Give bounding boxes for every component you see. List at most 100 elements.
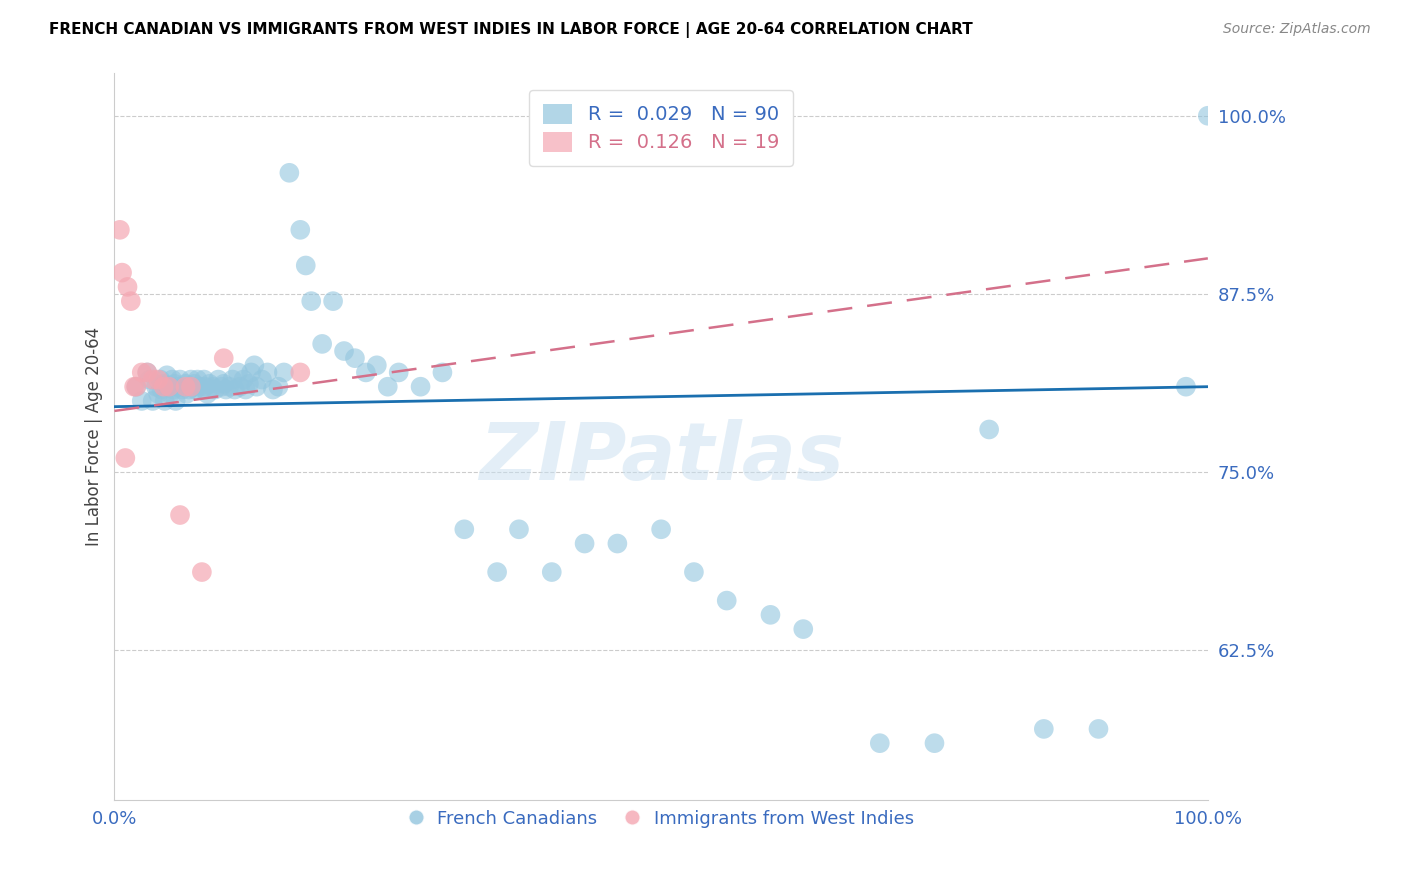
Point [207, 373, 229, 387]
Point [201, 380, 224, 394]
Point [1197, 109, 1219, 123]
Point [262, 383, 284, 397]
Point [157, 380, 180, 394]
Point [194, 380, 217, 394]
Point [290, 223, 312, 237]
Point [650, 522, 672, 536]
Point [250, 373, 273, 387]
Point [409, 380, 432, 394]
Point [211, 380, 233, 394]
Point [388, 366, 411, 380]
Point [146, 373, 169, 387]
Legend: French Canadians, Immigrants from West Indies: French Canadians, Immigrants from West I… [401, 803, 921, 835]
Point [166, 380, 188, 394]
Point [1174, 380, 1197, 394]
Point [177, 383, 200, 397]
Point [131, 393, 153, 408]
Point [117, 280, 139, 294]
Point [979, 422, 1001, 436]
Text: FRENCH CANADIAN VS IMMIGRANTS FROM WEST INDIES IN LABOR FORCE | AGE 20-64 CORREL: FRENCH CANADIAN VS IMMIGRANTS FROM WEST … [49, 22, 973, 38]
Point [146, 387, 169, 401]
Point [114, 450, 136, 465]
Point [180, 380, 202, 394]
Point [212, 376, 235, 391]
Point [152, 380, 174, 394]
Point [174, 380, 197, 394]
Point [606, 536, 628, 550]
Point [176, 387, 198, 401]
Point [218, 380, 240, 394]
Point [195, 387, 218, 401]
Point [240, 366, 263, 380]
Point [245, 380, 267, 394]
Point [508, 522, 530, 536]
Point [215, 383, 238, 397]
Point [181, 380, 204, 394]
Point [453, 522, 475, 536]
Point [232, 373, 254, 387]
Point [204, 383, 226, 397]
Point [759, 607, 782, 622]
Point [235, 383, 257, 397]
Point [377, 380, 399, 394]
Point [149, 373, 172, 387]
Point [184, 383, 207, 397]
Point [156, 368, 179, 383]
Point [191, 565, 214, 579]
Point [169, 373, 191, 387]
Point [162, 383, 184, 397]
Point [174, 376, 197, 391]
Point [273, 366, 295, 380]
Point [432, 366, 454, 380]
Point [238, 376, 260, 391]
Point [162, 373, 184, 387]
Point [163, 376, 186, 391]
Point [924, 736, 946, 750]
Point [165, 393, 187, 408]
Point [180, 373, 202, 387]
Point [183, 376, 205, 391]
Point [188, 380, 211, 394]
Point [792, 622, 814, 636]
Point [366, 359, 388, 373]
Point [136, 366, 159, 380]
Point [354, 366, 377, 380]
Point [869, 736, 891, 750]
Point [1087, 722, 1109, 736]
Point [138, 373, 160, 387]
Point [157, 380, 180, 394]
Text: ZIPatlas: ZIPatlas [478, 419, 844, 498]
Point [142, 373, 165, 387]
Text: Source: ZipAtlas.com: Source: ZipAtlas.com [1223, 22, 1371, 37]
Point [186, 373, 208, 387]
Point [169, 508, 191, 522]
Point [122, 380, 145, 394]
Point [574, 536, 596, 550]
Point [486, 565, 509, 579]
Point [540, 565, 562, 579]
Point [125, 380, 148, 394]
Point [108, 223, 131, 237]
Point [159, 387, 181, 401]
Point [267, 380, 290, 394]
Point [136, 366, 159, 380]
Point [172, 380, 194, 394]
Point [125, 380, 148, 394]
Point [191, 383, 214, 397]
Point [1032, 722, 1054, 736]
Point [343, 351, 366, 366]
Point [322, 294, 344, 309]
Point [221, 373, 243, 387]
Point [278, 166, 301, 180]
Point [716, 593, 738, 607]
Point [683, 565, 706, 579]
Point [145, 380, 167, 394]
Point [142, 393, 165, 408]
Point [131, 366, 153, 380]
Point [153, 393, 176, 408]
Point [294, 259, 316, 273]
Point [193, 373, 215, 387]
Point [290, 366, 312, 380]
Point [256, 366, 278, 380]
Point [333, 344, 356, 359]
